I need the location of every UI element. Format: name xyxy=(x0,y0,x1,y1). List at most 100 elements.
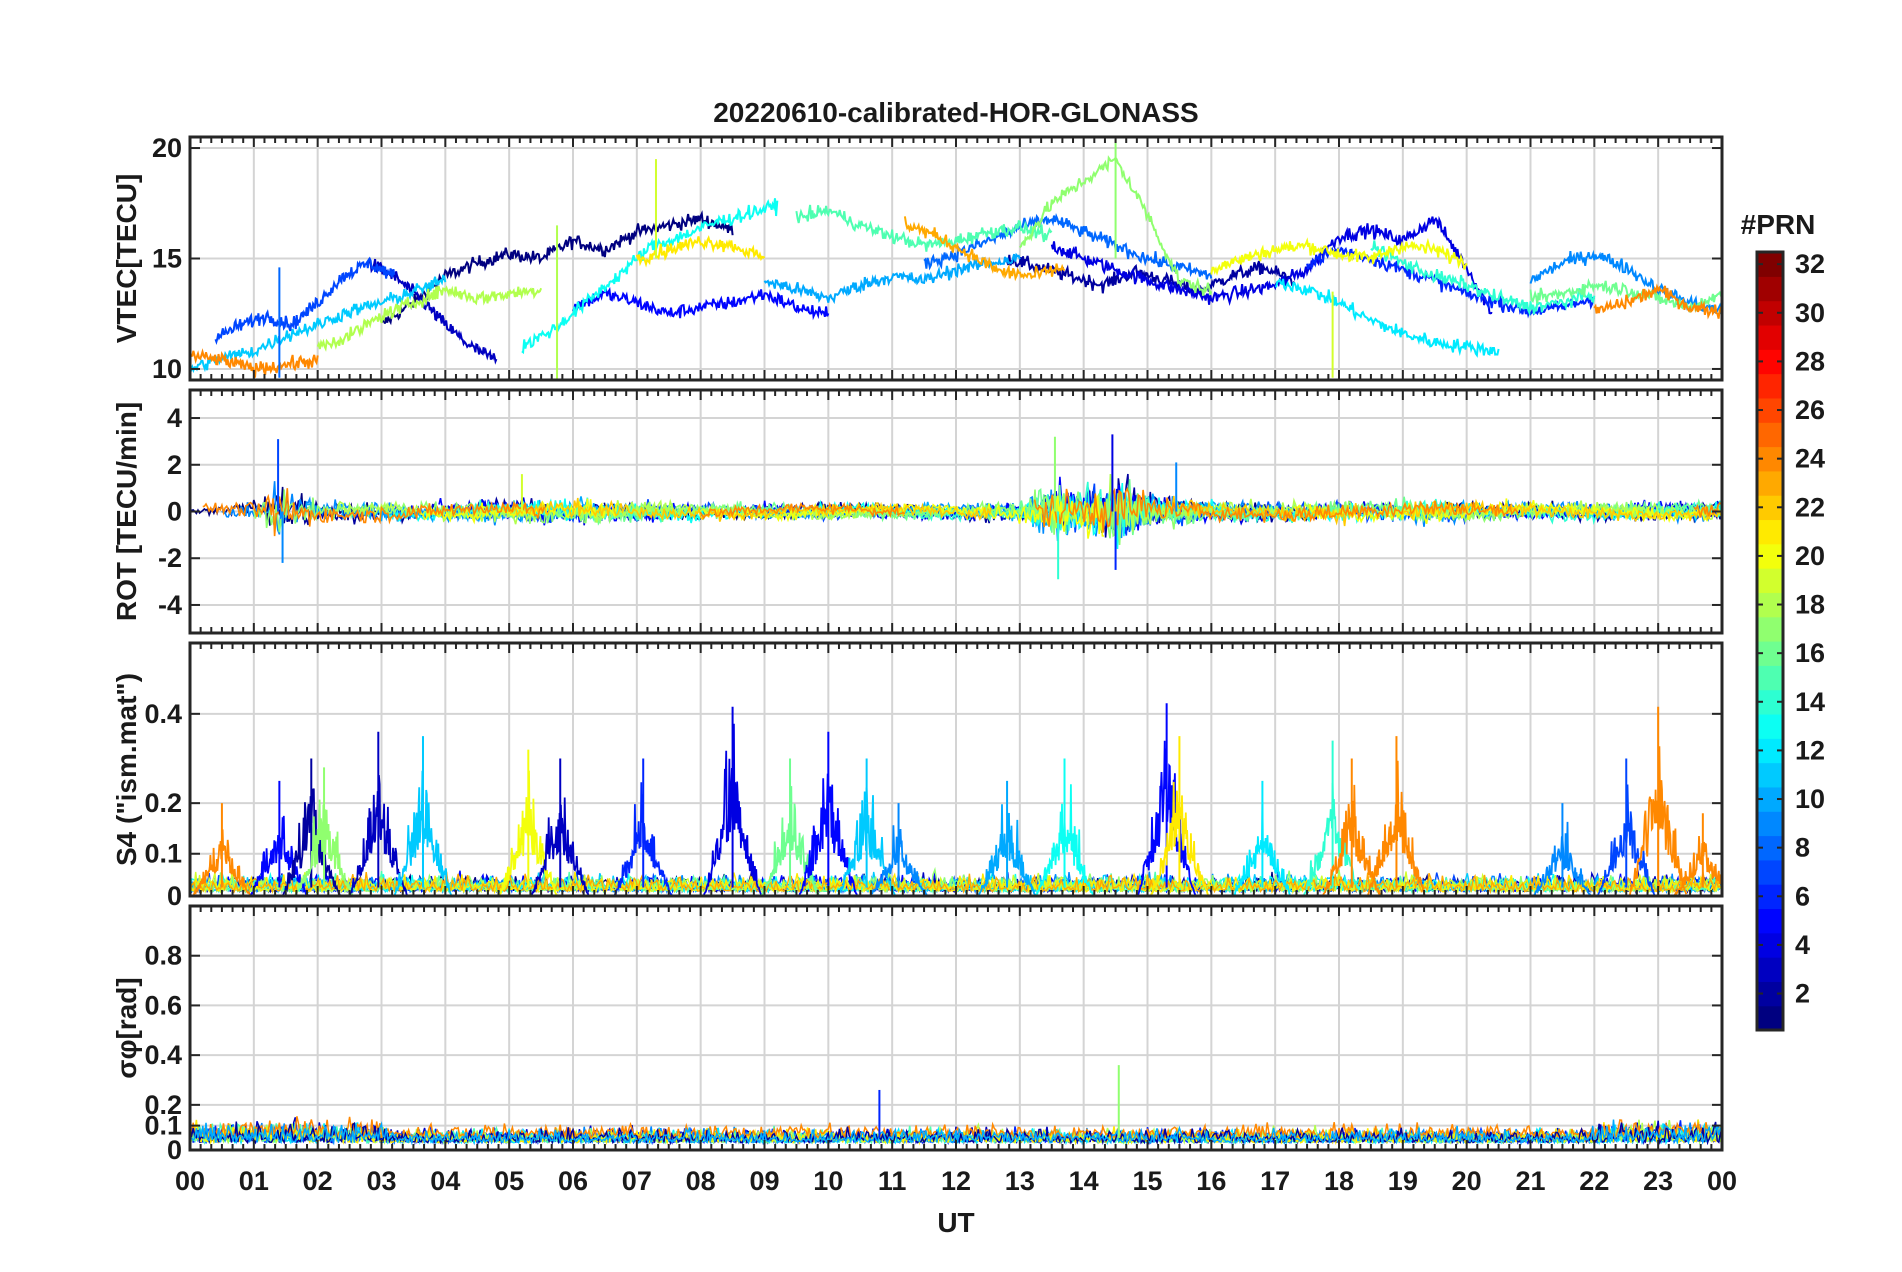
vtec-series-prn-23 xyxy=(903,216,1066,282)
colorbar-tick-label: 4 xyxy=(1795,930,1810,960)
colorbar-swatch xyxy=(1757,568,1783,593)
data-layer xyxy=(190,434,1722,580)
colorbar-tick-label: 18 xyxy=(1795,590,1825,620)
colorbar-swatch xyxy=(1757,276,1783,302)
vtec-series-prn-5 xyxy=(572,286,830,321)
colorbar-swatch xyxy=(1757,422,1783,448)
x-axis-label: UT xyxy=(937,1207,974,1238)
y-tick-label: -2 xyxy=(158,543,182,573)
colorbar-tick-label: 32 xyxy=(1795,249,1825,279)
s4-panel: 0 0.1 0.2 0.4S4 ("ism.mat") xyxy=(111,641,1724,911)
y-tick-label: 10 xyxy=(152,354,182,384)
figure-title: 20220610-calibrated-HOR-GLONASS xyxy=(713,97,1199,128)
colorbar-swatch xyxy=(1757,665,1783,691)
rot-series-prn-22 xyxy=(502,495,1722,527)
vtec-series-prn-13 xyxy=(521,198,779,355)
y-tick-label: 0.2 xyxy=(144,1090,182,1120)
colorbar-label: #PRN xyxy=(1741,209,1816,240)
vtec-series-prn-16 xyxy=(1529,277,1722,313)
x-tick-label: 15 xyxy=(1132,1166,1162,1196)
colorbar-tick-label: 24 xyxy=(1795,444,1825,474)
colorbar-swatch xyxy=(1757,616,1783,642)
y-tick-label: 0.4 xyxy=(144,699,182,729)
x-tick-label: 19 xyxy=(1388,1166,1418,1196)
x-tick-label: 08 xyxy=(686,1166,716,1196)
colorbar-swatch xyxy=(1757,762,1783,788)
y-tick-label: 0.4 xyxy=(144,1040,182,1070)
y-tick-label: 2 xyxy=(167,450,182,480)
vtec-series-prn-11 xyxy=(190,274,447,374)
x-tick-label: 20 xyxy=(1452,1166,1482,1196)
colorbar-swatch xyxy=(1757,373,1783,399)
colorbar-tick-label: 20 xyxy=(1795,541,1825,571)
y-tick-label: 0.2 xyxy=(144,788,182,818)
y-tick-label: -4 xyxy=(158,590,182,620)
vtec-series-prn-24 xyxy=(1593,283,1722,320)
data-layer xyxy=(190,139,1722,380)
colorbar-swatch xyxy=(1757,957,1783,982)
vtec-series-prn-21 xyxy=(635,235,766,268)
colorbar-tick-label: 10 xyxy=(1795,784,1825,814)
x-tick-label: 23 xyxy=(1643,1166,1673,1196)
y-axis-label: ROT [TECU/min] xyxy=(111,402,142,621)
vtec-series-prn-12 xyxy=(1275,277,1500,358)
y-tick-label: 0.6 xyxy=(144,990,182,1020)
colorbar-tick-label: 6 xyxy=(1795,881,1810,911)
colorbar-tick-label: 2 xyxy=(1795,979,1810,1009)
x-tick-label: 03 xyxy=(366,1166,396,1196)
y-tick-label: 0 xyxy=(167,881,182,911)
vtec-series-prn-15 xyxy=(795,204,1053,252)
colorbar-swatch xyxy=(1757,713,1783,739)
y-tick-label: 0 xyxy=(167,1135,182,1165)
x-tick-label: 04 xyxy=(430,1166,460,1196)
rot-series-prn-24 xyxy=(202,486,1722,537)
colorbar-swatch xyxy=(1757,908,1783,934)
x-tick-label: 02 xyxy=(303,1166,333,1196)
x-tick-label: 00 xyxy=(175,1166,205,1196)
colorbar-swatch xyxy=(1757,519,1783,545)
vtec-series-prn-2 xyxy=(1006,254,1296,297)
x-tick-label: 10 xyxy=(813,1166,843,1196)
colorbar-tick-label: 28 xyxy=(1795,346,1825,376)
colorbar-tick-label: 12 xyxy=(1795,735,1825,765)
vtec-series-prn-4 xyxy=(1050,215,1493,315)
x-tick-label: 21 xyxy=(1515,1166,1545,1196)
x-tick-label: 07 xyxy=(622,1166,652,1196)
colorbar-tick-label: 14 xyxy=(1795,687,1825,717)
vtec-series-prn-14 xyxy=(1370,240,1596,317)
x-tick-label: 17 xyxy=(1260,1166,1290,1196)
x-tick-labels: 00 01 02 03 04 05 06 07 08 09 10 11 12 13 14 15 16 17 18 19… xyxy=(175,1166,1737,1196)
colorbar-swatch xyxy=(1757,1005,1783,1031)
y-tick-label: 0 xyxy=(167,497,182,527)
y-axis-label: VTEC[TECU] xyxy=(111,174,142,344)
colorbar-tick-label: 30 xyxy=(1795,298,1825,328)
x-tick-label: 12 xyxy=(941,1166,971,1196)
colorbar-frame xyxy=(1755,250,1785,1032)
x-tick-label: 00 xyxy=(1707,1166,1737,1196)
x-tick-label: 05 xyxy=(494,1166,524,1196)
y-tick-label: 0.1 xyxy=(144,1111,182,1141)
vtec-series-prn-20 xyxy=(1210,237,1468,276)
sigma-phi-panel: 00.10.2 0.4 0.6 0.8σφ[rad] xyxy=(111,904,1724,1165)
y-tick-label: 20 xyxy=(152,133,182,163)
y-tick-label: 4 xyxy=(167,403,182,433)
x-tick-label: 14 xyxy=(1069,1166,1099,1196)
x-tick-label: 13 xyxy=(1005,1166,1035,1196)
rot-panel: -4 -2 0 2 4 ROT [TECU/min] xyxy=(111,388,1724,635)
x-tick-label: 18 xyxy=(1324,1166,1354,1196)
vtec-panel: 10 15 20 VTEC[TECU] xyxy=(111,133,1724,384)
vtec-series-prn-18 xyxy=(316,285,543,352)
vtec-series-prn-9 xyxy=(1529,249,1722,315)
colorbar-swatch xyxy=(1757,470,1783,496)
x-tick-label: 16 xyxy=(1196,1166,1226,1196)
colorbar-tick-label: 22 xyxy=(1795,492,1825,522)
x-tick-label: 01 xyxy=(239,1166,269,1196)
y-axis-label: S4 ("ism.mat") xyxy=(111,673,142,866)
y-tick-label: 15 xyxy=(152,244,182,274)
colorbar-swatch xyxy=(1757,859,1783,885)
vtec-series-prn-10 xyxy=(763,252,1021,305)
x-tick-label: 11 xyxy=(878,1166,907,1196)
colorbar-tick-label: 8 xyxy=(1795,833,1810,863)
